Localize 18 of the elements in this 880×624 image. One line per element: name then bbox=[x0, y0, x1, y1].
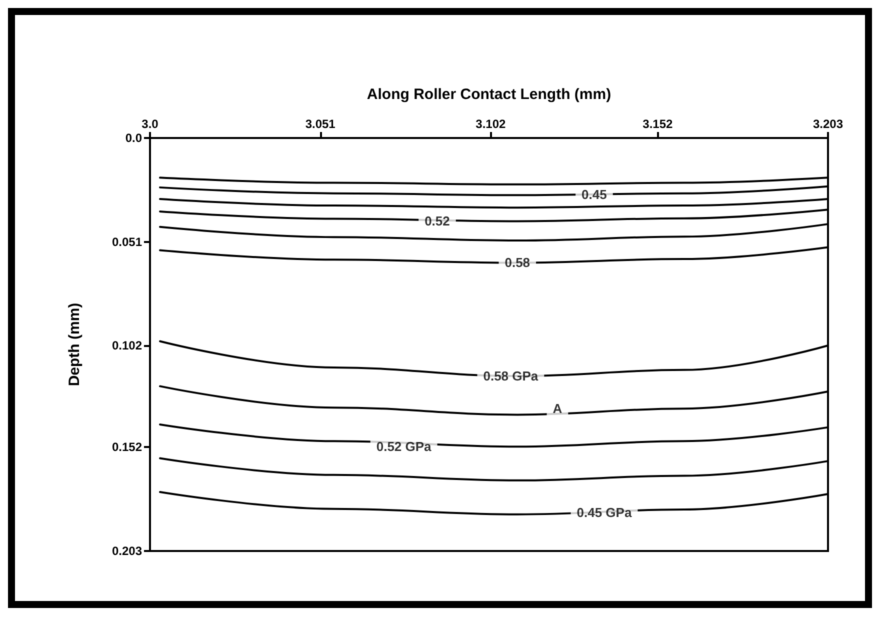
x-tick-label: 3.102 bbox=[476, 117, 506, 131]
annotation: 0.52 GPa bbox=[376, 439, 432, 454]
y-axis-title: Depth (mm) bbox=[66, 302, 83, 386]
annotation: A bbox=[552, 401, 563, 416]
y-tick-label: 0.102 bbox=[112, 338, 142, 353]
annotation: 0.45 bbox=[582, 187, 607, 202]
annotation: 0.58 GPa bbox=[483, 368, 539, 384]
y-tick-label: 0.0 bbox=[125, 131, 142, 145]
y-tick-label: 0.152 bbox=[112, 440, 142, 454]
x-tick-label: 3.203 bbox=[812, 117, 844, 131]
annotation: 0.52 bbox=[424, 214, 450, 229]
y-tick-label: 0.203 bbox=[112, 544, 142, 558]
x-tick-label: 3.051 bbox=[305, 117, 336, 131]
x-tick-label: 3.152 bbox=[642, 117, 674, 131]
x-tick-label: 3.0 bbox=[142, 117, 159, 131]
y-tick-label: 0.051 bbox=[112, 234, 142, 249]
annotation: 0.45 GPa bbox=[576, 504, 632, 520]
x-axis-title: Along Roller Contact Length (mm) bbox=[366, 86, 612, 103]
